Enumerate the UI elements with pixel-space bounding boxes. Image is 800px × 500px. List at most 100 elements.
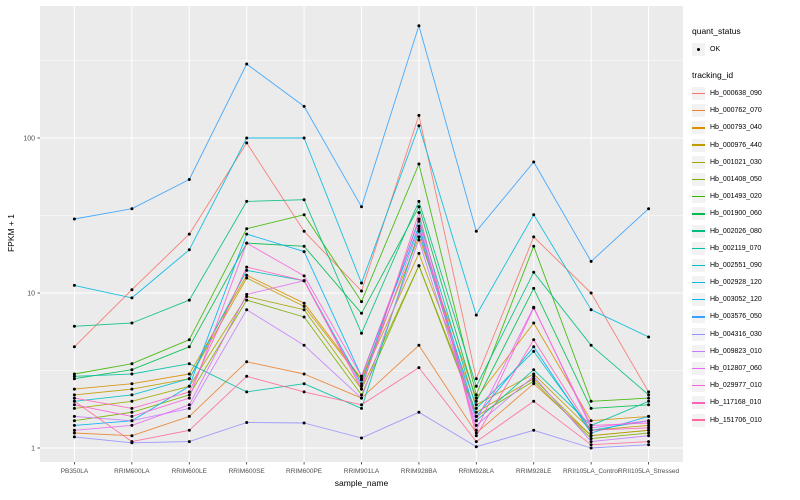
legend-item-Hb_000762_070: Hb_000762_070 (692, 104, 798, 118)
data-point (417, 113, 421, 117)
legend-key (692, 310, 705, 324)
data-point (532, 213, 536, 217)
data-point (360, 311, 363, 315)
data-point (130, 321, 134, 325)
data-point (417, 251, 421, 255)
legend-item-Hb_009823_010: Hb_009823_010 (692, 344, 798, 358)
data-point (245, 360, 249, 364)
legend-item-label: Hb_001408_050 (710, 175, 762, 183)
data-point (417, 229, 421, 233)
legend-item-label: Hb_000793_040 (710, 124, 762, 132)
legend-title-tracking-id: tracking_id (692, 70, 734, 80)
data-point (360, 300, 363, 304)
data-point (474, 431, 478, 435)
data-point (245, 241, 249, 245)
data-point (130, 414, 134, 418)
data-point (130, 419, 134, 423)
data-point (72, 372, 76, 376)
data-point (130, 410, 134, 414)
data-point (130, 387, 134, 391)
data-point (417, 343, 421, 347)
legend-item-label: Hb_029977_010 (710, 382, 762, 390)
data-point (187, 406, 191, 410)
data-point (532, 374, 536, 378)
data-point (72, 377, 76, 381)
data-point (187, 440, 191, 444)
data-point (187, 396, 191, 400)
data-point (72, 414, 76, 418)
data-point (532, 372, 536, 376)
data-point (589, 406, 593, 410)
data-point (647, 396, 651, 400)
data-point (360, 374, 363, 378)
data-point (532, 428, 536, 432)
data-point (532, 270, 536, 274)
legend-key (692, 327, 705, 341)
data-point (532, 345, 536, 349)
legend-key-line-icon (692, 402, 705, 404)
legend-key (692, 155, 705, 169)
legend-key-line-icon (692, 127, 705, 129)
data-point (647, 399, 651, 403)
data-point (532, 160, 536, 164)
legend-title-quant-status: quant_status (692, 26, 741, 36)
legend-item-Hb_002928_120: Hb_002928_120 (692, 276, 798, 290)
y-tick-label: 10 (27, 291, 35, 298)
legend-key-line-icon (692, 230, 705, 232)
ok-point-icon (696, 47, 701, 52)
data-point (360, 289, 363, 293)
legend-item-Hb_029977_010: Hb_029977_010 (692, 379, 798, 393)
x-tick-label-RRIM600PE: RRIM600PE (286, 468, 323, 475)
legend-key (692, 138, 705, 152)
data-point (187, 377, 191, 381)
legend-key (692, 224, 705, 238)
data-point (589, 437, 593, 441)
legend-item-Hb_003052_120: Hb_003052_120 (692, 293, 798, 307)
data-point (187, 428, 191, 432)
legend-key (692, 362, 705, 375)
data-point (302, 104, 306, 108)
data-point (360, 387, 363, 391)
legend-item-label: OK (710, 46, 721, 53)
legend-item-Hb_001408_050: Hb_001408_050 (692, 172, 798, 186)
data-point (417, 227, 421, 231)
x-tick-label-RRII105LA_Stressed: RRII105LA_Stressed (618, 468, 679, 475)
data-point (532, 399, 536, 403)
legend-key-line-icon (692, 264, 705, 267)
legend-key (692, 104, 705, 118)
data-point (245, 136, 249, 140)
legend-key-line-icon (692, 110, 705, 112)
data-point (302, 390, 306, 394)
data-point (532, 306, 536, 310)
data-point (647, 335, 651, 339)
data-point (417, 219, 421, 223)
data-point (474, 434, 478, 438)
data-point (360, 403, 363, 407)
data-point (130, 393, 134, 397)
data-point (532, 368, 536, 372)
legend-item-label: Hb_001900_060 (710, 210, 762, 218)
data-point (245, 295, 249, 298)
legend-key-line-icon (692, 213, 705, 215)
data-point (187, 372, 191, 376)
legend-key (692, 344, 705, 358)
y-axis-title: FPKM + 1 (6, 213, 16, 253)
data-point (245, 276, 249, 280)
data-point (302, 308, 306, 312)
data-point (130, 440, 134, 444)
data-point (187, 393, 191, 397)
data-point (417, 224, 421, 228)
legend-key-line-icon (692, 316, 705, 318)
legend-item-ok: OK (692, 43, 798, 56)
data-point (647, 393, 651, 397)
legend-key-line-icon (692, 333, 705, 335)
legend-key (692, 258, 705, 272)
legend-key-line-icon (692, 299, 705, 301)
data-point (417, 124, 421, 128)
data-point (474, 428, 478, 432)
data-point (72, 345, 76, 349)
data-point (474, 313, 478, 317)
legend-key (692, 87, 705, 100)
data-point (474, 403, 478, 407)
